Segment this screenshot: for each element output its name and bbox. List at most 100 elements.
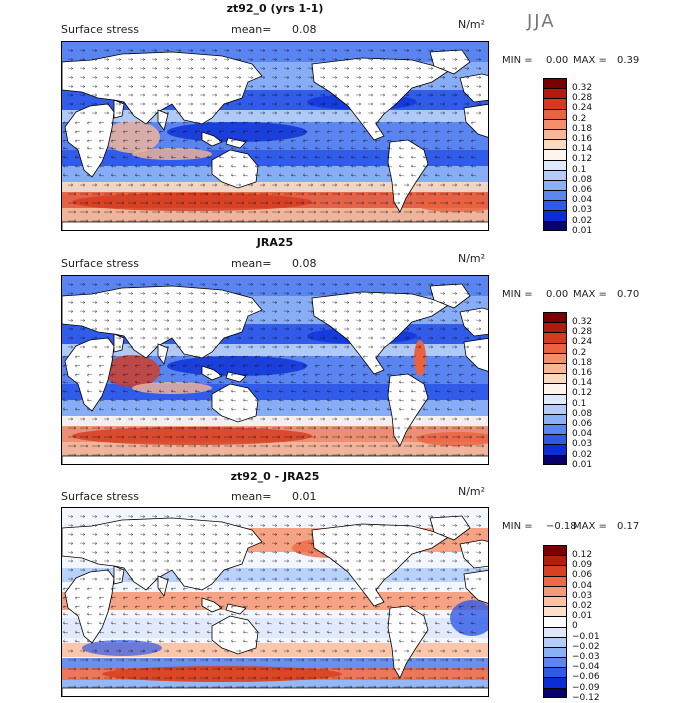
colorbar-tick-label: 0.03 (572, 592, 592, 601)
panel-2-map-svg (62, 276, 489, 465)
colorbar-tick-label: −0.06 (572, 673, 600, 682)
colorbar-tick-label: −0.09 (572, 684, 600, 693)
panel-3-max-value: 0.17 (617, 521, 639, 532)
colorbar-tick-label: 0.04 (572, 582, 592, 591)
panel-1-max-label: MAX = (573, 55, 607, 66)
panel-1-label: Surface stress (61, 23, 139, 36)
colorbar-swatch (543, 78, 567, 88)
colorbar-swatch (543, 545, 567, 555)
colorbar-swatch (543, 627, 567, 637)
panel-1-min-label: MIN = (502, 55, 533, 66)
colorbar-swatch (543, 404, 567, 414)
panel-1-mean-value: 0.08 (292, 23, 317, 36)
colorbar-tick-label: 0.28 (572, 328, 592, 337)
colorbar-tick-label: −0.02 (572, 643, 600, 652)
colorbar-tick-label: 0.12 (572, 155, 592, 164)
panel-2-mean-value: 0.08 (292, 257, 317, 270)
colorbar-tick-label: 0.02 (572, 217, 592, 226)
colorbar-swatch (543, 160, 567, 170)
colorbar-tick-label: 0.02 (572, 451, 592, 460)
panel-2-min-value: 0.00 (546, 289, 568, 300)
colorbar-tick-label: 0.02 (572, 602, 592, 611)
panel-3-mean-value: 0.01 (292, 490, 317, 503)
colorbar-tick-label: 0.14 (572, 379, 592, 388)
colorbar-tick-label: 0.12 (572, 551, 592, 560)
colorbar-swatch (543, 565, 567, 575)
colorbar-tick-label: 0.14 (572, 145, 592, 154)
panel-1-min-value: 0.00 (546, 55, 568, 66)
colorbar-tick-label: 0.04 (572, 196, 592, 205)
colorbar-swatch (543, 332, 567, 342)
colorbar-swatch (543, 353, 567, 363)
colorbar-swatch (543, 119, 567, 129)
colorbar-tick-label: 0.08 (572, 176, 592, 185)
colorbar-swatch (543, 88, 567, 98)
colorbar-swatch (543, 647, 567, 657)
colorbar-swatch (543, 383, 567, 393)
colorbar-tick-label: 0.08 (572, 410, 592, 419)
colorbar-swatch (543, 98, 567, 108)
colorbar-tick-label: 0.16 (572, 369, 592, 378)
colorbar-tick-label: 0.18 (572, 359, 592, 368)
colorbar-tick-label: 0.24 (572, 338, 592, 347)
panel-2-units: N/m² (458, 252, 485, 265)
panel-1-map-svg (62, 42, 489, 231)
colorbar-tick-label: 0.01 (572, 612, 592, 621)
colorbar-tick-label: 0 (572, 622, 578, 631)
panel-1-title: zt92_0 (yrs 1-1) (61, 2, 489, 15)
panel-3-title: zt92_0 - JRA25 (61, 470, 489, 483)
colorbar-swatch (543, 210, 567, 220)
panel-2-label: Surface stress (61, 257, 139, 270)
panel-2-title: JRA25 (61, 236, 489, 249)
colorbar-swatch (543, 200, 567, 210)
colorbar-tick-label: 0.06 (572, 420, 592, 429)
colorbar-swatch (543, 373, 567, 383)
colorbar-swatch (543, 657, 567, 667)
colorbar-swatch (543, 109, 567, 119)
colorbar-tick-label: 0.2 (572, 349, 586, 358)
colorbar-tick-label: 0.16 (572, 135, 592, 144)
colorbar-tick-label: 0.06 (572, 186, 592, 195)
colorbar-tick-label: 0.18 (572, 125, 592, 134)
colorbar-swatch (543, 394, 567, 404)
colorbar-swatch (543, 343, 567, 353)
colorbar-swatch (543, 139, 567, 149)
colorbar-swatch (543, 424, 567, 434)
panel-1-mean-label: mean= (231, 23, 271, 36)
panel-3-colorbar (543, 545, 567, 698)
panel-3-max-label: MAX = (573, 521, 607, 532)
colorbar-tick-label: 0.1 (572, 400, 586, 409)
colorbar-tick-label: 0.2 (572, 115, 586, 124)
colorbar-tick-label: 0.32 (572, 84, 592, 93)
panel-1-units: N/m² (458, 18, 485, 31)
panel-2-max-value: 0.70 (617, 289, 639, 300)
colorbar-swatch (543, 667, 567, 677)
colorbar-tick-label: −0.04 (572, 663, 600, 672)
colorbar-swatch (543, 677, 567, 687)
colorbar-swatch (543, 555, 567, 565)
colorbar-tick-label: 0.32 (572, 318, 592, 327)
colorbar-tick-label: 0.03 (572, 440, 592, 449)
panel-3-map-svg (62, 508, 489, 697)
colorbar-swatch (543, 637, 567, 647)
panel-1-max-value: 0.39 (617, 55, 639, 66)
colorbar-tick-label: 0.01 (572, 461, 592, 470)
colorbar-swatch (543, 180, 567, 190)
colorbar-tick-label: 0.04 (572, 430, 592, 439)
colorbar-swatch (543, 149, 567, 159)
colorbar-tick-label: −0.01 (572, 633, 600, 642)
colorbar-swatch (543, 576, 567, 586)
colorbar-swatch (543, 606, 567, 616)
colorbar-tick-label: 0.09 (572, 561, 592, 570)
colorbar-swatch (543, 414, 567, 424)
colorbar-swatch (543, 363, 567, 373)
panel-3-mean-label: mean= (231, 490, 271, 503)
colorbar-swatch (543, 616, 567, 626)
colorbar-tick-label: 0.28 (572, 94, 592, 103)
colorbar-swatch (543, 434, 567, 444)
panel-2-min-label: MIN = (502, 289, 533, 300)
colorbar-tick-label: 0.1 (572, 166, 586, 175)
colorbar-swatch (543, 688, 567, 698)
colorbar-swatch (543, 322, 567, 332)
panel-3-units: N/m² (458, 485, 485, 498)
